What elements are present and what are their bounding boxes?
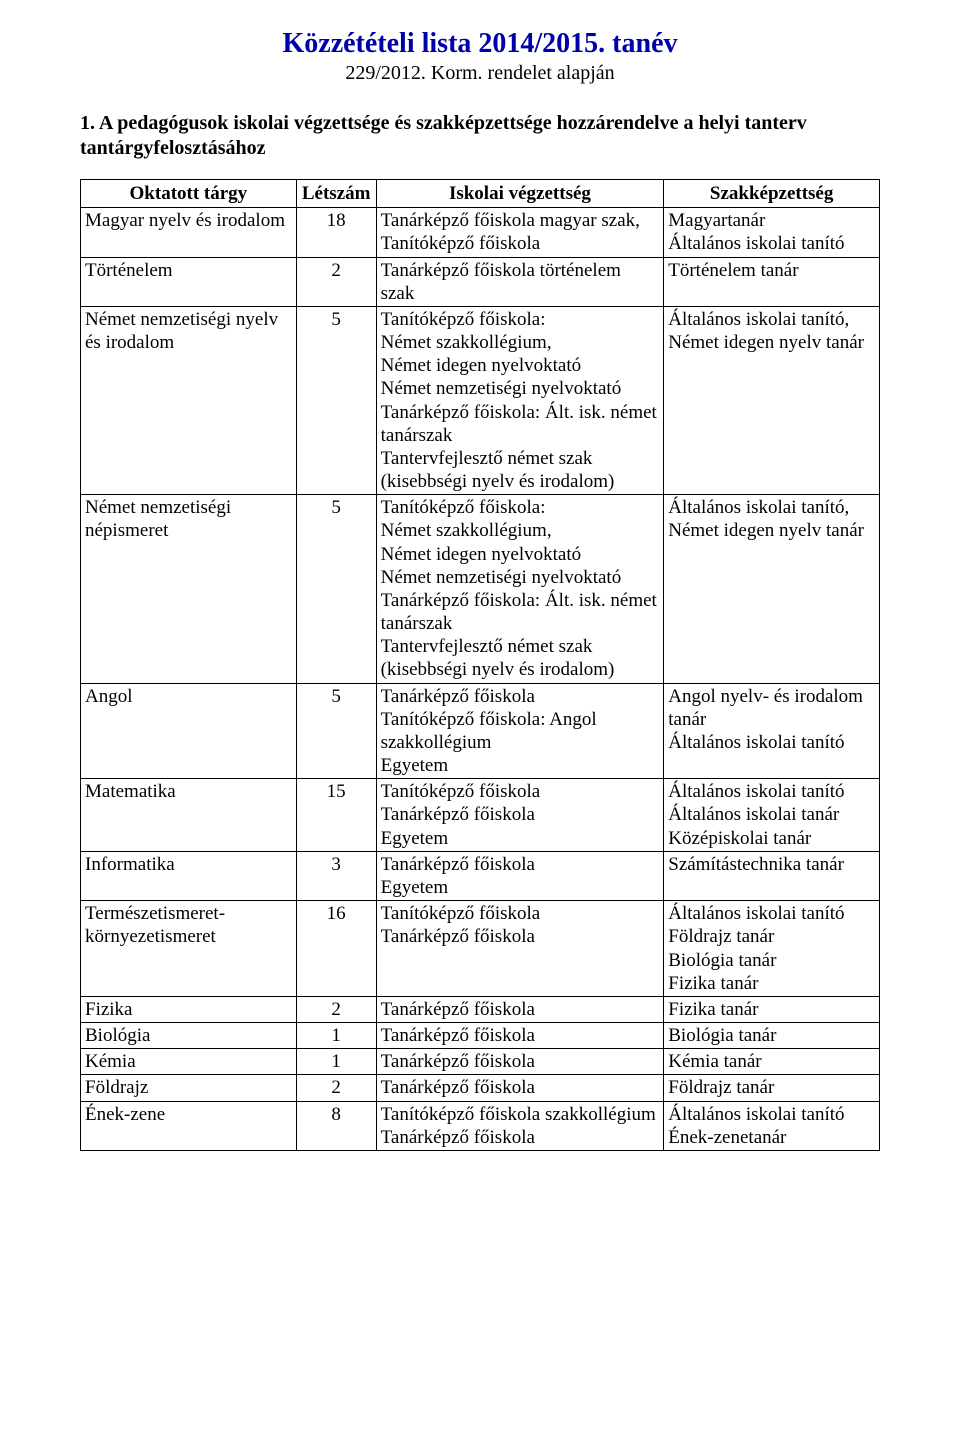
cell-count: 1 bbox=[296, 1023, 376, 1049]
table-row: Magyar nyelv és irodalom18Tanárképző fői… bbox=[81, 208, 880, 257]
cell-count: 1 bbox=[296, 1049, 376, 1075]
cell-qualification: Kémia tanár bbox=[664, 1049, 880, 1075]
cell-degree: Tanítóképző főiskolaTanárképző főiskolaE… bbox=[376, 779, 664, 852]
cell-qualification: Angol nyelv- és irodalom tanárÁltalános … bbox=[664, 683, 880, 779]
table-row: Német nemzetiségi népismeret5Tanítóképző… bbox=[81, 495, 880, 683]
cell-degree: Tanárképző főiskola magyar szak,Tanítóké… bbox=[376, 208, 664, 257]
page-subtitle: 229/2012. Korm. rendelet alapján bbox=[80, 62, 880, 85]
cell-count: 18 bbox=[296, 208, 376, 257]
cell-count: 2 bbox=[296, 257, 376, 306]
cell-qualification: MagyartanárÁltalános iskolai tanító bbox=[664, 208, 880, 257]
cell-count: 2 bbox=[296, 1075, 376, 1101]
cell-degree: Tanárképző főiskola bbox=[376, 996, 664, 1022]
cell-degree: Tanárképző főiskola bbox=[376, 1075, 664, 1101]
cell-degree: Tanárképző főiskolaTanítóképző főiskola:… bbox=[376, 683, 664, 779]
section-heading: 1. A pedagógusok iskolai végzettsége és … bbox=[80, 111, 880, 161]
cell-subject: Fizika bbox=[81, 996, 297, 1022]
cell-degree: Tanárképző főiskola bbox=[376, 1049, 664, 1075]
table-row: Informatika3Tanárképző főiskolaEgyetemSz… bbox=[81, 851, 880, 900]
cell-count: 2 bbox=[296, 996, 376, 1022]
cell-count: 3 bbox=[296, 851, 376, 900]
page-title: Közzétételi lista 2014/2015. tanév bbox=[80, 28, 880, 60]
table-row: Biológia1Tanárképző főiskolaBiológia tan… bbox=[81, 1023, 880, 1049]
cell-subject: Angol bbox=[81, 683, 297, 779]
table-row: Német nemzetiségi nyelv és irodalom5Taní… bbox=[81, 306, 880, 494]
section-number: 1. bbox=[80, 112, 95, 134]
table-row: Kémia1Tanárképző főiskolaKémia tanár bbox=[81, 1049, 880, 1075]
cell-degree: Tanárképző főiskolaEgyetem bbox=[376, 851, 664, 900]
teachers-table: Oktatott tárgy Létszám Iskolai végzettsé… bbox=[80, 179, 880, 1151]
col-degree: Iskolai végzettség bbox=[376, 180, 664, 208]
col-count: Létszám bbox=[296, 180, 376, 208]
cell-qualification: Általános iskolai tanító,Német idegen ny… bbox=[664, 495, 880, 683]
table-row: Fizika2Tanárképző főiskolaFizika tanár bbox=[81, 996, 880, 1022]
cell-qualification: Földrajz tanár bbox=[664, 1075, 880, 1101]
cell-count: 16 bbox=[296, 901, 376, 997]
cell-subject: Biológia bbox=[81, 1023, 297, 1049]
cell-qualification: Általános iskolai tanítóFöldrajz tanárBi… bbox=[664, 901, 880, 997]
cell-subject: Német nemzetiségi nyelv és irodalom bbox=[81, 306, 297, 494]
cell-subject: Ének-zene bbox=[81, 1101, 297, 1150]
cell-qualification: Biológia tanár bbox=[664, 1023, 880, 1049]
table-row: Ének-zene8Tanítóképző főiskola szakkollé… bbox=[81, 1101, 880, 1150]
col-qualification: Szakképzettség bbox=[664, 180, 880, 208]
section-text: A pedagógusok iskolai végzettsége és sza… bbox=[80, 112, 807, 159]
cell-subject: Természetismeret-környezetismeret bbox=[81, 901, 297, 997]
cell-degree: Tanárképző főiskola történelem szak bbox=[376, 257, 664, 306]
cell-qualification: Általános iskolai tanítóÁltalános iskola… bbox=[664, 779, 880, 852]
cell-qualification: Fizika tanár bbox=[664, 996, 880, 1022]
cell-count: 5 bbox=[296, 306, 376, 494]
document-page: Közzétételi lista 2014/2015. tanév 229/2… bbox=[0, 0, 960, 1191]
cell-subject: Történelem bbox=[81, 257, 297, 306]
table-row: Természetismeret-környezetismeret16Tanít… bbox=[81, 901, 880, 997]
cell-subject: Kémia bbox=[81, 1049, 297, 1075]
cell-degree: Tanítóképző főiskola:Német szakkollégium… bbox=[376, 306, 664, 494]
cell-count: 5 bbox=[296, 495, 376, 683]
col-subject: Oktatott tárgy bbox=[81, 180, 297, 208]
cell-degree: Tanítóképző főiskola:Német szakkollégium… bbox=[376, 495, 664, 683]
table-row: Angol5Tanárképző főiskolaTanítóképző fői… bbox=[81, 683, 880, 779]
cell-degree: Tanítóképző főiskolaTanárképző főiskola bbox=[376, 901, 664, 997]
cell-qualification: Számítástechnika tanár bbox=[664, 851, 880, 900]
cell-subject: Földrajz bbox=[81, 1075, 297, 1101]
table-header-row: Oktatott tárgy Létszám Iskolai végzettsé… bbox=[81, 180, 880, 208]
cell-subject: Magyar nyelv és irodalom bbox=[81, 208, 297, 257]
table-body: Magyar nyelv és irodalom18Tanárképző fői… bbox=[81, 208, 880, 1151]
cell-subject: Német nemzetiségi népismeret bbox=[81, 495, 297, 683]
cell-qualification: Általános iskolai tanító,Német idegen ny… bbox=[664, 306, 880, 494]
table-row: Történelem2Tanárképző főiskola történele… bbox=[81, 257, 880, 306]
cell-subject: Matematika bbox=[81, 779, 297, 852]
cell-subject: Informatika bbox=[81, 851, 297, 900]
cell-count: 5 bbox=[296, 683, 376, 779]
table-row: Matematika15Tanítóképző főiskolaTanárkép… bbox=[81, 779, 880, 852]
table-row: Földrajz2Tanárképző főiskolaFöldrajz tan… bbox=[81, 1075, 880, 1101]
cell-count: 15 bbox=[296, 779, 376, 852]
cell-qualification: Általános iskolai tanítóÉnek-zenetanár bbox=[664, 1101, 880, 1150]
cell-degree: Tanítóképző főiskola szakkollégium Tanár… bbox=[376, 1101, 664, 1150]
cell-count: 8 bbox=[296, 1101, 376, 1150]
cell-qualification: Történelem tanár bbox=[664, 257, 880, 306]
cell-degree: Tanárképző főiskola bbox=[376, 1023, 664, 1049]
